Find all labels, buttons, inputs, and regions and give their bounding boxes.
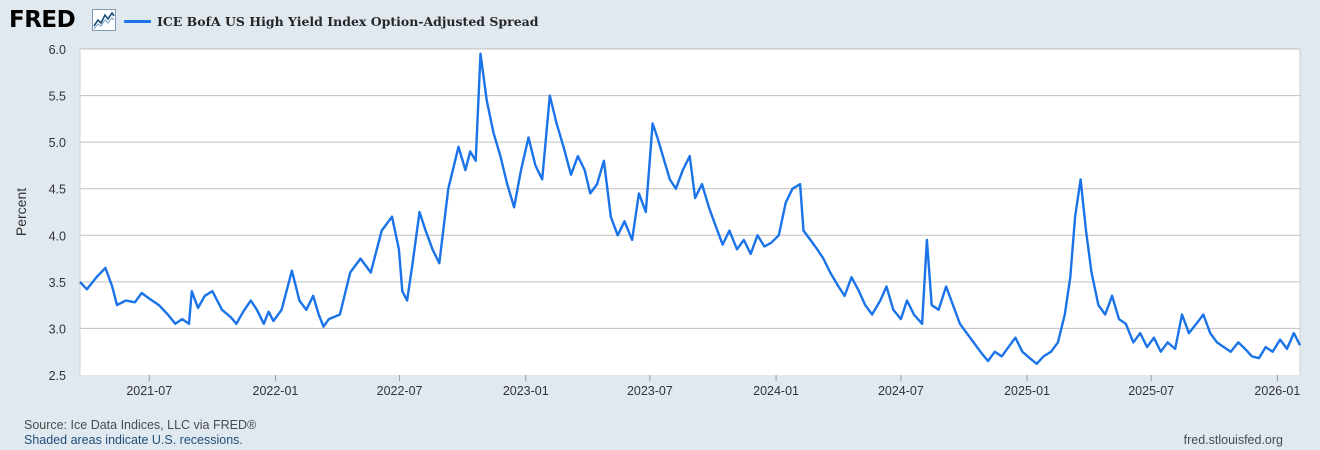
recession-note: Shaded areas indicate U.S. recessions. [24, 433, 243, 447]
y-tick-label: 5.5 [49, 90, 66, 104]
y-tick-label: 3.5 [49, 276, 66, 290]
legend-swatch [124, 19, 151, 23]
y-tick-label: 4.5 [49, 183, 66, 197]
source-note: Source: Ice Data Indices, LLC via FRED® [24, 418, 257, 432]
x-tick-label: 2026-01 [1254, 384, 1300, 398]
fred-graph-icon [92, 9, 116, 31]
fred-url-link[interactable]: fred.stlouisfed.org [1183, 433, 1283, 447]
plot-area [80, 49, 1300, 375]
y-tick-label: 3.0 [49, 322, 66, 336]
x-tick-label: 2023-01 [503, 384, 549, 398]
x-tick-label: 2025-01 [1004, 384, 1050, 398]
y-tick-label: 6.0 [49, 43, 66, 57]
x-tick-label: 2025-07 [1128, 384, 1174, 398]
x-tick-label: 2024-01 [753, 384, 799, 398]
x-tick-label: 2021-07 [126, 384, 172, 398]
chart-legend: ICE BofA US High Yield Index Option-Adju… [124, 10, 539, 32]
x-tick-label: 2024-07 [878, 384, 924, 398]
y-tick-label: 5.0 [49, 136, 66, 150]
x-tick-label: 2023-07 [627, 384, 673, 398]
x-tick-label: 2022-01 [253, 384, 299, 398]
legend-series-label: ICE BofA US High Yield Index Option-Adju… [157, 13, 539, 29]
y-tick-label: 2.5 [49, 369, 66, 383]
series-line [79, 52, 1302, 365]
y-tick-label: 4.0 [49, 229, 66, 243]
y-axis-label: Percent [13, 188, 29, 236]
fred-logo[interactable]: FRED [9, 7, 76, 33]
x-tick-label: 2022-07 [377, 384, 423, 398]
